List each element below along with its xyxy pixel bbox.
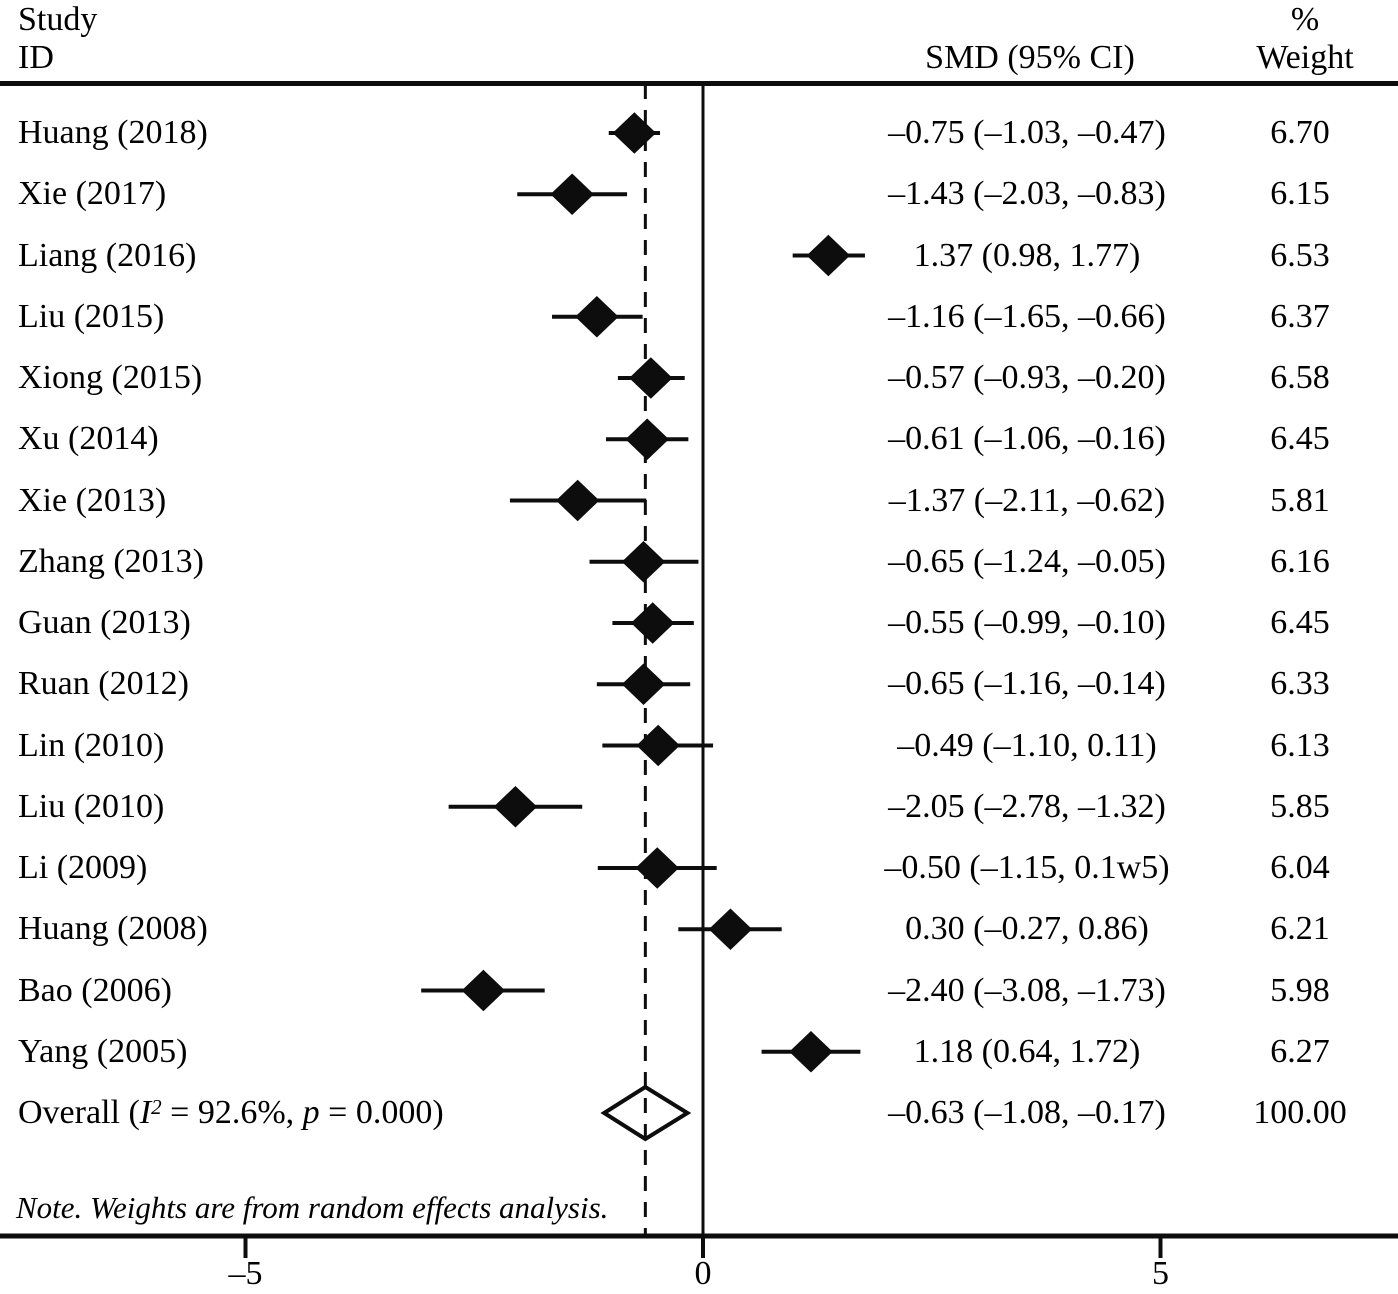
study-smd-value: –1.37 (–2.11, –0.62) [888,481,1166,519]
study-row-label: Huang (2018) [18,114,208,151]
study-weight-value: 6.15 [1270,175,1330,213]
effect-diamond [630,602,675,644]
effect-diamond [461,969,506,1012]
study-smd-value: –1.16 (–1.65, –0.66) [888,297,1166,335]
study-row-label: Zhang (2013) [18,542,205,580]
study-weight-value: 5.98 [1270,971,1330,1009]
overall-weight-value: 100.00 [1253,1094,1347,1131]
study-weight-value: 6.70 [1270,114,1330,151]
effect-diamond [550,173,594,215]
weight-header-line2: Weight [1256,39,1354,76]
study-row-label: Liu (2015) [18,297,165,335]
study-weight-value: 6.27 [1270,1032,1330,1070]
overall-label-pre: Overall ( [18,1094,140,1131]
study-smd-value: –0.50 (–1.15, 0.1w5) [884,849,1170,886]
study-weight-value: 5.85 [1270,787,1330,825]
effect-diamond [575,296,619,338]
study-smd-value: 0.30 (–0.27, 0.86) [905,910,1149,948]
effect-diamond [636,724,680,767]
x-axis-tick-label: –5 [228,1255,263,1292]
study-smd-value: –2.05 (–2.78, –1.32) [888,787,1166,825]
study-column-header: Study ID [18,1,97,77]
study-smd-value: –0.61 (–1.06, –0.16) [888,420,1166,458]
weight-header-line1: % [1290,1,1320,38]
study-weight-value: 6.16 [1270,542,1330,580]
study-smd-value: 1.18 (0.64, 1.72) [913,1032,1141,1070]
study-weight-value: 6.53 [1270,236,1330,274]
study-smd-value: –0.75 (–1.03, –0.47) [888,114,1166,151]
study-smd-value: 1.37 (0.98, 1.77) [913,236,1141,274]
x-axis-tick-label: 5 [1152,1255,1169,1292]
weights-note: Note. Weights are from random effects an… [16,1190,609,1225]
overall-row-label: Overall (I2 = 92.6%, p = 0.000) [18,1089,444,1137]
weight-column-header: % Weight [1205,1,1398,77]
study-weight-value: 6.13 [1270,726,1330,764]
effect-diamond [625,418,669,460]
study-smd-value: –0.57 (–0.93, –0.20) [888,359,1166,396]
study-row-label: Xu (2014) [18,420,159,458]
study-header-line1: Study [18,1,98,38]
study-weight-value: 6.45 [1270,420,1330,458]
header-divider [0,81,1398,86]
overall-label-i-sup: 2 [151,1094,162,1119]
study-row-label: Lin (2010) [18,726,165,764]
study-smd-value: –2.40 (–3.08, –1.73) [888,971,1166,1009]
effect-diamond [635,847,679,889]
effect-diamond [555,479,600,522]
study-row-label: Yang (2005) [18,1032,188,1070]
study-row-label: Li (2009) [18,849,148,886]
effect-diamond [612,112,657,154]
study-row-label: Huang (2008) [18,910,208,948]
study-row-label: Ruan (2012) [18,665,189,703]
study-row-label: Xie (2017) [18,175,167,213]
effect-diamond [806,234,851,277]
effect-diamond [789,1031,833,1073]
study-smd-value: –1.43 (–2.03, –0.83) [888,175,1166,213]
study-smd-value: –0.65 (–1.16, –0.14) [888,665,1166,703]
study-weight-value: 6.37 [1270,297,1330,335]
study-row-label: Liu (2010) [18,787,165,825]
study-weight-value: 5.81 [1270,481,1330,519]
study-row-label: Xie (2013) [18,481,167,519]
study-weight-value: 6.04 [1270,849,1330,886]
smd-column-header: SMD (95% CI) [925,39,1135,76]
study-weight-value: 6.21 [1270,910,1330,948]
study-weight-value: 6.45 [1270,604,1330,641]
study-smd-value: –0.49 (–1.10, 0.11) [897,726,1157,764]
effect-diamond [621,541,666,583]
study-weight-value: 6.58 [1270,359,1330,396]
overall-label-i: I [139,1094,152,1131]
overall-label-post: = 0.000) [319,1094,444,1131]
effect-diamond [493,786,538,828]
x-axis-tick-label: 0 [694,1255,712,1292]
study-weight-value: 6.33 [1270,665,1330,703]
overall-label-p: p [302,1094,320,1131]
study-row-label: Xiong (2015) [18,359,203,396]
study-row-label: Guan (2013) [18,604,191,641]
study-row-label: Liang (2016) [18,236,197,274]
effect-diamond [621,663,666,705]
study-header-line2: ID [18,39,54,76]
effect-diamond [708,908,753,950]
study-row-label: Bao (2006) [18,971,172,1009]
effect-diamond [629,357,673,399]
study-smd-value: –0.65 (–1.24, –0.05) [888,542,1166,580]
overall-smd-value: –0.63 (–1.08, –0.17) [888,1094,1166,1131]
study-smd-value: –0.55 (–0.99, –0.10) [888,604,1166,641]
overall-label-mid: = 92.6%, [161,1094,303,1131]
